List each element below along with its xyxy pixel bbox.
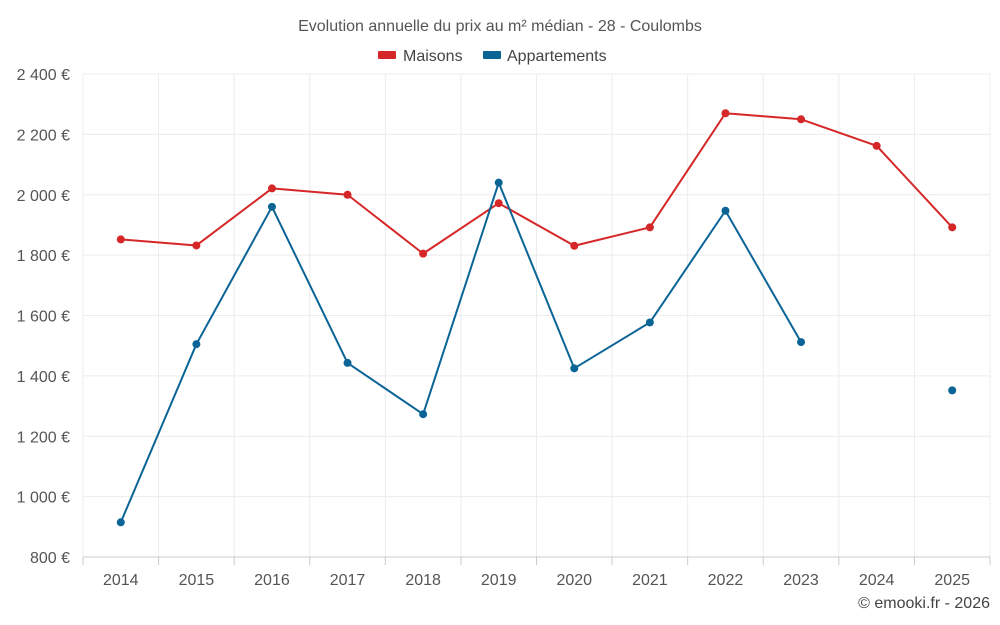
series-line [120, 112, 953, 255]
data-point [721, 109, 730, 118]
data-point [116, 518, 125, 527]
data-point [797, 338, 806, 347]
y-axis: 800 € 1 000 € 1 200 € 1 400 € 1 600 € 1 800 €… [17, 67, 70, 567]
y-tick-label: 1 400 € [17, 369, 70, 386]
data-point [192, 340, 201, 349]
x-tick-label: 2014 [103, 572, 139, 589]
legend-swatch-appartements [483, 51, 501, 59]
legend-label: Appartements [507, 48, 607, 65]
data-point [645, 318, 654, 327]
credit-text: © emooki.fr - 2026 [858, 595, 990, 612]
data-point [570, 364, 579, 373]
data-point [570, 241, 579, 250]
data-point [267, 184, 276, 193]
data-point [116, 235, 125, 244]
data-point [797, 115, 806, 124]
x-tick-label: 2024 [859, 572, 895, 589]
data-point [267, 202, 276, 211]
data-point [872, 141, 881, 150]
data-point [192, 241, 201, 250]
x-tick-label: 2023 [783, 572, 819, 589]
x-tick-label: 2018 [405, 572, 441, 589]
legend-swatch-maisons [378, 51, 396, 59]
data-point [494, 178, 503, 187]
y-tick-label: 2 400 € [17, 67, 70, 84]
x-tick-label: 2015 [179, 572, 215, 589]
y-tick-label: 1 000 € [17, 490, 70, 507]
y-tick-label: 1 800 € [17, 248, 70, 265]
grid [82, 73, 991, 565]
data-point [343, 358, 352, 367]
legend: Maisons Appartements [378, 48, 607, 65]
series-appartements [116, 178, 957, 527]
legend-label: Maisons [403, 48, 463, 65]
x-tick-label: 2016 [254, 572, 290, 589]
data-point [419, 249, 428, 258]
x-tick-label: 2020 [556, 572, 592, 589]
data-point [721, 206, 730, 215]
x-tick-label: 2019 [481, 572, 517, 589]
x-tick-label: 2017 [330, 572, 366, 589]
series-line [119, 181, 802, 523]
data-point [645, 223, 654, 232]
data-point [419, 410, 428, 419]
series-maisons [116, 109, 957, 258]
y-tick-label: 2 000 € [17, 188, 70, 205]
y-tick-label: 2 200 € [17, 127, 70, 144]
data-point [948, 223, 957, 232]
data-point [343, 190, 352, 199]
series-layer [116, 109, 957, 527]
data-point [948, 386, 957, 395]
data-point [494, 199, 503, 208]
y-tick-label: 1 200 € [17, 429, 70, 446]
x-tick-label: 2022 [708, 572, 744, 589]
x-axis: 2014 2015 2016 2017 2018 2019 2020 2021 2022 2023… [103, 572, 970, 589]
x-tick-label: 2025 [934, 572, 970, 589]
y-tick-label: 1 600 € [17, 309, 70, 326]
y-tick-label: 800 € [30, 550, 70, 567]
chart-title: Evolution annuelle du prix au m² médian … [298, 18, 702, 35]
x-tick-label: 2021 [632, 572, 668, 589]
